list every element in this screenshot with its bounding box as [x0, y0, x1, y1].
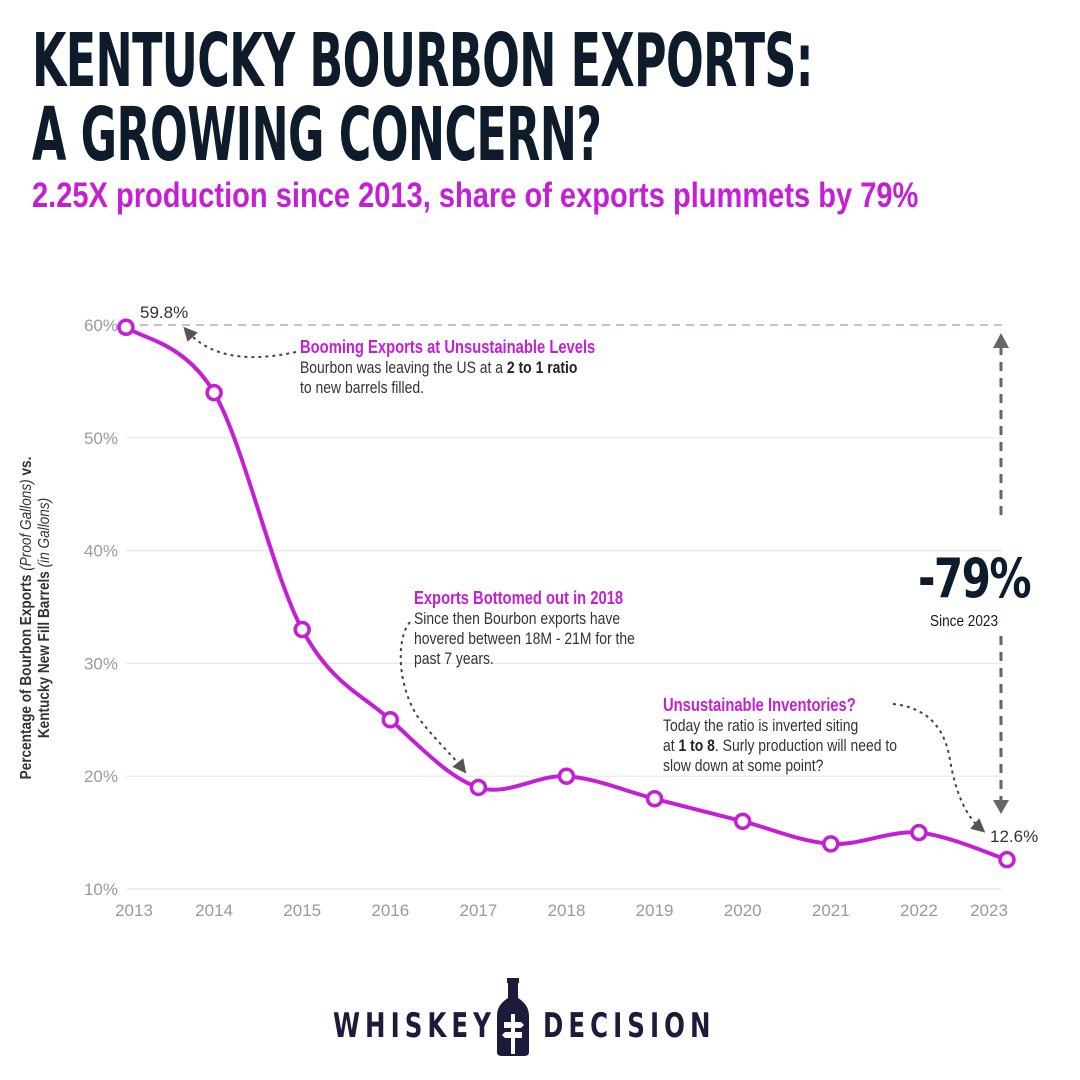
data-point: [733, 812, 752, 831]
x-tick-label: 2013: [115, 901, 153, 920]
annotation-booming: Booming Exports at Unsustainable Levels …: [300, 337, 595, 398]
annotation-heading: Exports Bottomed out in 2018: [414, 588, 624, 608]
data-point: [469, 778, 488, 797]
arrowhead-up-icon: [993, 333, 1009, 348]
data-point: [645, 790, 664, 808]
annotation-bold: 1 to 8: [678, 736, 715, 755]
y-axis-title-part: Kentucky New Fill Barrels: [36, 571, 53, 739]
data-point: [998, 850, 1016, 869]
y-tick-label: 40%: [84, 542, 118, 561]
annotation-arrow-bottomed: [399, 621, 467, 774]
y-axis-title-part: vs.: [18, 456, 35, 476]
data-point: [822, 835, 840, 853]
annotation-text: Bourbon was leaving the US at a: [300, 358, 507, 377]
subtitle: 2.25X production since 2013, share of ex…: [32, 176, 919, 215]
annotation-arrow-booming: [183, 326, 297, 359]
annotation-arrow-inventories: [892, 703, 986, 833]
logo-text-left: WHISKEY: [333, 1006, 496, 1046]
x-tick-label: 2017: [459, 901, 497, 920]
x-tick-label: 2018: [548, 901, 586, 920]
annotation-text: . Surly production will need to: [714, 736, 898, 755]
logo-text-right: DECISION: [543, 1006, 716, 1046]
data-point: [293, 620, 311, 639]
x-tick-label: 2020: [724, 901, 762, 920]
annotation-bold: 2 to 1 ratio: [506, 358, 578, 377]
data-point: [117, 318, 135, 337]
series-line: [124, 325, 1008, 862]
annotation-text: slow down at some point?: [663, 756, 824, 775]
annotation-text: at: [663, 736, 679, 755]
bottle-signpost-icon: [497, 978, 529, 1056]
x-tick-label: 2015: [283, 901, 321, 920]
annotation-text: to new barrels filled.: [300, 378, 424, 397]
y-tick-label: 20%: [84, 767, 118, 786]
y-tick-label: 30%: [84, 654, 118, 673]
x-tick-label: 2014: [195, 901, 233, 920]
x-tick-label: 2021: [812, 901, 850, 920]
y-axis-title: Percentage of Bourbon Exports (Proof Gal…: [18, 431, 54, 805]
y-tick-label: 60%: [84, 316, 118, 335]
y-axis-title-part: (in Gallons): [36, 497, 53, 568]
arrowhead-down-icon: [993, 800, 1009, 814]
title-line-2: A GROWING CONCERN?: [32, 92, 602, 178]
change-callout-label: Since 2023: [930, 613, 999, 630]
annotation-text: hovered between 18M - 21M for the: [414, 629, 635, 648]
x-tick-label: 2019: [636, 901, 674, 920]
x-tick-label: 2016: [371, 901, 409, 920]
annotation-heading: Booming Exports at Unsustainable Levels: [300, 337, 596, 357]
annotation-bottomed: Exports Bottomed out in 2018 Since then …: [414, 588, 635, 669]
change-callout-value: -79%: [918, 547, 1032, 610]
y-tick-label: 10%: [84, 880, 118, 899]
y-tick-label: 50%: [84, 429, 118, 448]
title-line-1: KENTUCKY BOURBON EXPORTS:: [32, 18, 814, 104]
annotation-text: Since then Bourbon exports have: [414, 609, 621, 628]
y-axis-title-part: (Proof Gallons): [18, 479, 35, 571]
annotation-inventories: Unsustainable Inventories? Today the rat…: [663, 695, 897, 776]
x-tick-label: 2023: [970, 901, 1008, 920]
data-point: [910, 823, 928, 842]
data-point: [205, 383, 223, 402]
annotation-text: Today the ratio is inverted siting: [663, 716, 859, 735]
data-point: [381, 711, 400, 729]
data-point: [557, 767, 576, 785]
data-label-first: 59.8%: [140, 303, 188, 322]
annotation-heading: Unsustainable Inventories?: [663, 695, 856, 715]
x-tick-label: 2022: [900, 901, 938, 920]
annotation-text: past 7 years.: [414, 649, 494, 668]
data-label-last: 12.6%: [990, 827, 1038, 846]
y-axis-title-part: Percentage of Bourbon Exports: [18, 574, 35, 780]
